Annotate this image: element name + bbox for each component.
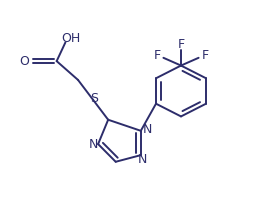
Text: N: N xyxy=(88,138,98,151)
Text: S: S xyxy=(90,92,98,105)
Text: N: N xyxy=(142,123,152,136)
Text: N: N xyxy=(137,153,147,166)
Text: F: F xyxy=(178,38,185,51)
Text: F: F xyxy=(201,49,209,62)
Text: F: F xyxy=(154,49,161,62)
Text: O: O xyxy=(19,55,29,68)
Text: OH: OH xyxy=(61,32,80,45)
